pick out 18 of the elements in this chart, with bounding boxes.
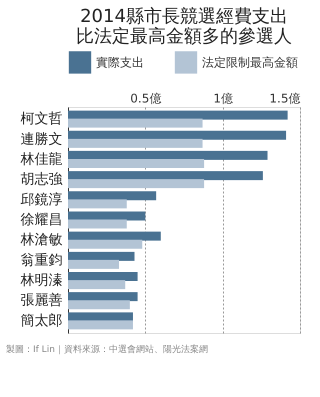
x-tick-label: 0.5億 (130, 92, 162, 106)
y-tick-label: 連勝文 (20, 131, 62, 148)
legend-label: 法定限制最高金額 (202, 55, 298, 70)
y-tick-label: 張麗善 (20, 292, 62, 309)
legend-label: 實際支出 (96, 55, 144, 70)
y-tick-label: 簡太郎 (20, 312, 62, 329)
chart-title: 2014縣市長競選經費支出比法定最高金額多的參選人 (76, 6, 292, 47)
y-tick-label: 徐耀昌 (20, 212, 62, 228)
y-tick-label: 林滄敏 (20, 232, 62, 248)
y-tick-label: 邱鏡淳 (20, 192, 62, 208)
y-tick-label: 翁重鈞 (20, 252, 62, 268)
x-tick-label: 1.5億 (269, 92, 300, 106)
y-tick-label: 柯文哲 (20, 111, 62, 128)
y-tick-label: 林佳龍 (20, 151, 62, 168)
y-tick-label: 胡志強 (20, 172, 62, 188)
x-tick-label: 1億 (213, 92, 233, 106)
y-tick-label: 林明溱 (20, 272, 62, 289)
text: 製圖：If Lin｜資料來源：中選會網站、陽光法案網 (6, 344, 208, 355)
